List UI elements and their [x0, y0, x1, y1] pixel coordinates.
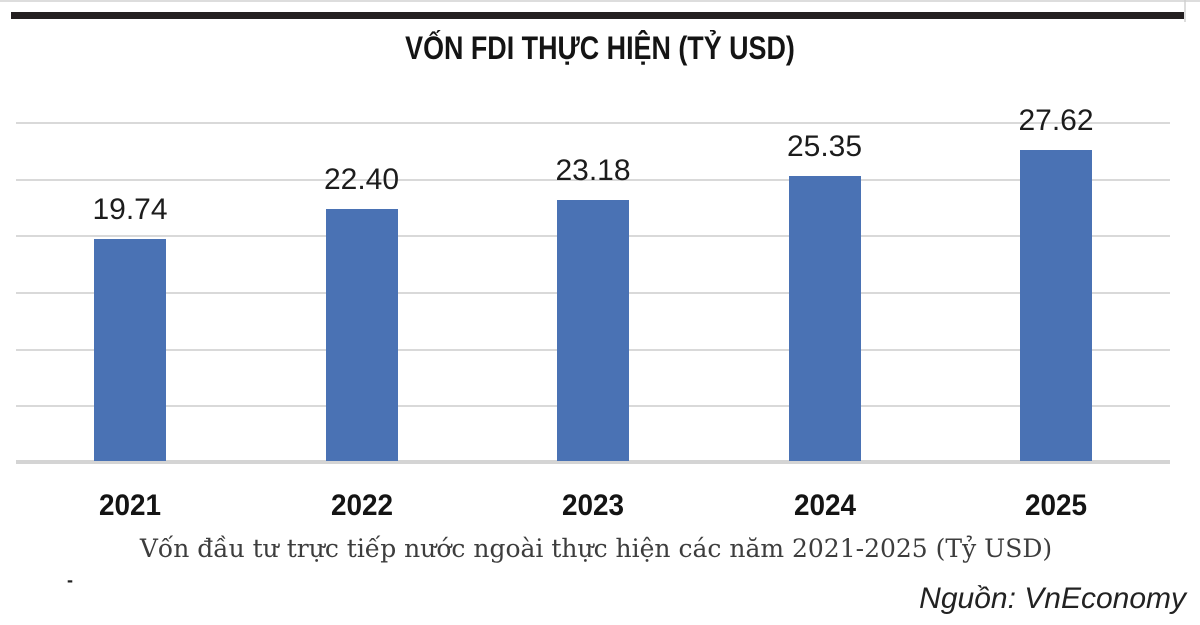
chart-title: VỐN FDI THỰC HIỆN (TỶ USD) [405, 30, 795, 66]
top-edge-hairline [0, 0, 1200, 2]
source-credit: Nguồn: VnEconomy [919, 582, 1186, 615]
chart-caption: Vốn đầu tư trực tiếp nước ngoài thực hiệ… [139, 534, 1053, 563]
gridline [16, 178, 1170, 181]
axis-baseline [16, 460, 1170, 464]
bar-value-label: 25.35 [786, 129, 863, 163]
gridline [16, 122, 1170, 125]
bar-value-label: 27.62 [1018, 104, 1094, 138]
bar-category-label: 2023 [561, 489, 625, 522]
bar-category-label: 2024 [793, 489, 856, 522]
bar-value-label: 22.40 [323, 163, 400, 197]
bar [557, 200, 629, 461]
header-rule [11, 12, 1184, 19]
bar-category-label: 2025 [1024, 489, 1088, 522]
bar [1020, 150, 1092, 461]
right-edge-hairline [1184, 0, 1186, 22]
bar [788, 175, 861, 461]
bar-value-label: 23.18 [555, 154, 631, 188]
stray-dash: - [67, 570, 73, 590]
bar-category-label: 2022 [330, 489, 393, 522]
bar [94, 239, 166, 461]
bar [325, 209, 398, 461]
bar-category-label: 2021 [98, 489, 162, 522]
bar-value-label: 19.74 [92, 193, 168, 227]
